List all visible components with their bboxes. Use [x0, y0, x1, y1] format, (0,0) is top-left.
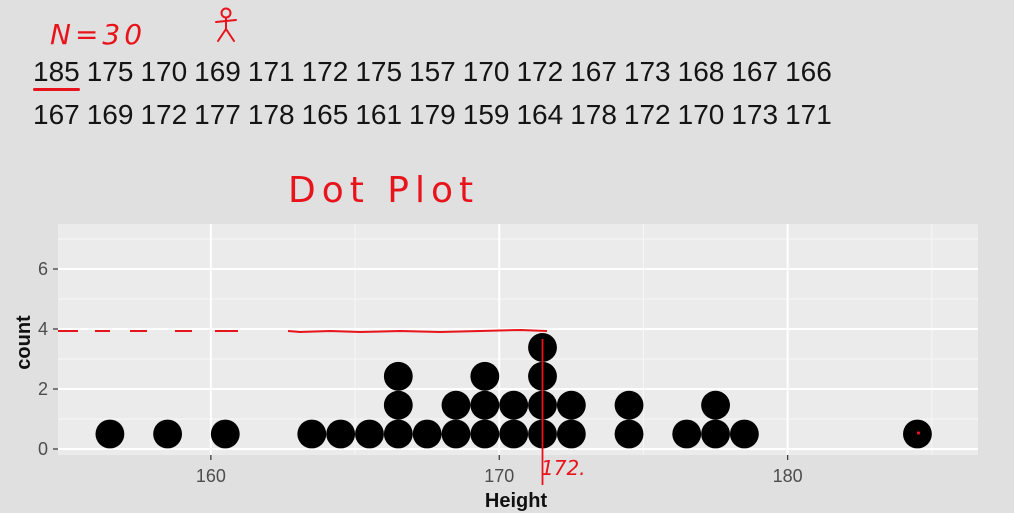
- data-value: 169: [86, 99, 134, 130]
- data-value: 172: [516, 56, 564, 87]
- data-value: 170: [462, 56, 510, 87]
- data-value: 179: [409, 99, 456, 130]
- data-dot: [729, 419, 759, 449]
- x-tick-label: 160: [196, 466, 226, 486]
- data-dot: [153, 419, 183, 449]
- median-annotation: 172.: [541, 456, 586, 480]
- data-row-2: 167 169 172 177 178 165 161 179 159 164 178 172 170 1…: [33, 99, 839, 131]
- y-tick-label: 0: [38, 439, 48, 459]
- data-dot: [326, 419, 356, 449]
- data-value: 173: [623, 56, 671, 87]
- data-dot: [556, 390, 586, 420]
- data-dot: [441, 419, 471, 449]
- data-dot: [614, 419, 644, 449]
- annotation-speck: [916, 431, 921, 435]
- data-value: 168: [677, 56, 725, 87]
- data-row-1: 185 175 170 169 171 172 175 157 170 172 167 173 168 1…: [33, 56, 839, 88]
- data-dot: [470, 361, 500, 391]
- annotation-stroke: [287, 328, 548, 334]
- data-value: 185: [33, 56, 80, 87]
- data-dot: [441, 390, 471, 420]
- data-value: 170: [677, 99, 725, 130]
- data-dot: [355, 419, 384, 449]
- stick-figure-icon: [215, 7, 237, 42]
- data-dot: [672, 419, 702, 449]
- data-value: 161: [355, 99, 403, 130]
- data-value: 173: [731, 99, 779, 130]
- data-value: 172: [140, 99, 188, 130]
- y-axis-title: count: [13, 315, 35, 370]
- data-dot: [210, 419, 240, 449]
- data-value: 164: [516, 99, 564, 130]
- data-dot: [470, 419, 500, 449]
- data-dot: [701, 419, 730, 449]
- data-value: 177: [194, 99, 241, 130]
- y-tick-label: 6: [38, 259, 48, 279]
- x-tick-label: 170: [484, 466, 514, 486]
- data-dot: [499, 419, 529, 449]
- y-tick-label: 2: [38, 379, 48, 399]
- data-value: 165: [301, 99, 349, 130]
- data-value: 167: [570, 56, 617, 87]
- x-axis-title: Height: [485, 490, 548, 512]
- data-dot: [383, 361, 413, 391]
- data-dot: [556, 419, 586, 449]
- data-value: 157: [409, 56, 456, 87]
- x-tick-label: 180: [773, 466, 803, 486]
- data-dot: [95, 419, 125, 449]
- data-dot: [701, 390, 730, 420]
- data-dot: [470, 390, 500, 420]
- data-value: 159: [462, 99, 510, 130]
- data-value: 167: [731, 56, 779, 87]
- sample-size-annotation: N=30: [50, 18, 147, 51]
- data-dot: [383, 419, 413, 449]
- data-value: 169: [194, 56, 241, 87]
- data-dot: [297, 419, 327, 449]
- data-dot: [614, 390, 644, 420]
- data-value: 178: [570, 99, 617, 130]
- data-dot: [499, 390, 529, 420]
- data-value: 171: [785, 99, 832, 130]
- data-value: 166: [785, 56, 832, 87]
- data-value: 170: [140, 56, 188, 87]
- data-dot: [383, 390, 413, 420]
- data-dot: [412, 419, 442, 449]
- data-value: 172: [623, 99, 671, 130]
- y-tick-label: 4: [38, 319, 48, 339]
- data-value: 175: [355, 56, 403, 87]
- data-value: 167: [33, 99, 80, 130]
- data-value: 178: [247, 99, 295, 130]
- data-value: 172: [301, 56, 349, 87]
- data-value: 175: [86, 56, 134, 87]
- handwritten-title: Dot Plot: [288, 170, 480, 211]
- data-value: 171: [247, 56, 295, 87]
